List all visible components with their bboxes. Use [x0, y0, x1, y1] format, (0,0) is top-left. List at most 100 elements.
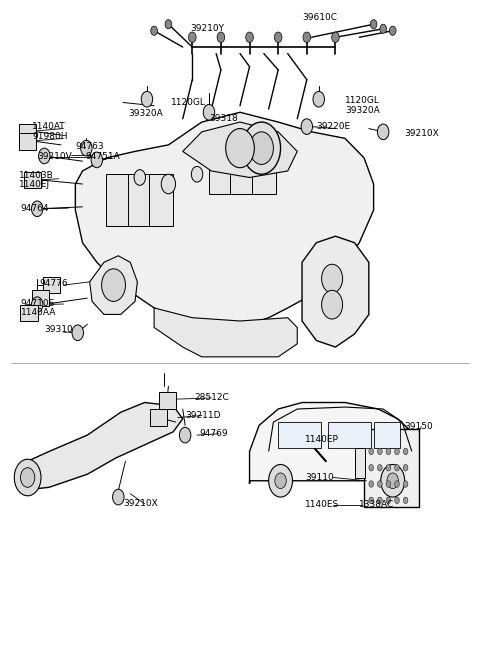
Circle shape — [91, 152, 103, 168]
Circle shape — [386, 464, 391, 471]
Circle shape — [381, 464, 405, 497]
Circle shape — [301, 119, 312, 134]
Circle shape — [377, 497, 382, 504]
Text: 39150: 39150 — [405, 422, 433, 431]
Text: 39220E: 39220E — [316, 122, 350, 131]
Polygon shape — [183, 122, 297, 178]
Circle shape — [313, 92, 324, 107]
Bar — [209, 141, 233, 194]
Polygon shape — [154, 308, 297, 357]
Bar — [252, 141, 276, 194]
Text: 1140AA: 1140AA — [21, 308, 56, 317]
Text: 1140EJ: 1140EJ — [19, 179, 50, 189]
Bar — [21, 305, 37, 322]
Circle shape — [386, 481, 391, 487]
Circle shape — [161, 174, 176, 194]
Circle shape — [369, 497, 373, 504]
Text: 94710S: 94710S — [21, 299, 55, 308]
Circle shape — [322, 290, 343, 319]
Circle shape — [14, 459, 41, 496]
Text: 91980H: 91980H — [33, 132, 68, 141]
Circle shape — [226, 128, 254, 168]
Bar — [150, 409, 168, 426]
Circle shape — [303, 32, 311, 43]
Circle shape — [403, 448, 408, 455]
Polygon shape — [75, 112, 373, 328]
Circle shape — [386, 497, 391, 504]
Circle shape — [203, 104, 215, 120]
Polygon shape — [21, 403, 183, 491]
Circle shape — [369, 464, 373, 471]
Circle shape — [395, 464, 399, 471]
Text: 1120GL: 1120GL — [171, 98, 205, 107]
Circle shape — [369, 448, 373, 455]
Text: 94776: 94776 — [39, 278, 68, 288]
Bar — [373, 422, 400, 448]
Bar — [278, 422, 321, 448]
Text: 39210V: 39210V — [37, 152, 72, 161]
Circle shape — [387, 473, 398, 489]
Circle shape — [38, 148, 50, 164]
Circle shape — [246, 32, 253, 43]
Circle shape — [389, 26, 396, 35]
Circle shape — [32, 201, 43, 217]
Text: 11403B: 11403B — [19, 171, 54, 180]
Circle shape — [322, 264, 343, 293]
Text: 39310: 39310 — [44, 325, 73, 334]
Circle shape — [192, 166, 203, 182]
Text: 1120GL: 1120GL — [345, 96, 380, 105]
Circle shape — [134, 170, 145, 185]
Circle shape — [403, 481, 408, 487]
Text: 39320A: 39320A — [128, 109, 163, 118]
Text: 94763: 94763 — [75, 141, 104, 151]
Bar — [128, 174, 152, 227]
Circle shape — [141, 92, 153, 107]
Circle shape — [377, 124, 389, 140]
Circle shape — [386, 448, 391, 455]
Bar — [364, 428, 419, 507]
Polygon shape — [302, 236, 369, 347]
Circle shape — [189, 32, 196, 43]
Text: 1338AC: 1338AC — [360, 500, 395, 510]
Text: 94764: 94764 — [21, 204, 49, 214]
Circle shape — [81, 140, 92, 156]
Bar — [230, 141, 254, 194]
Circle shape — [275, 473, 286, 489]
Circle shape — [102, 269, 125, 301]
Circle shape — [403, 497, 408, 504]
Circle shape — [217, 32, 225, 43]
Text: 94751A: 94751A — [85, 152, 120, 161]
Circle shape — [275, 32, 282, 43]
Circle shape — [403, 464, 408, 471]
Text: 1140AT: 1140AT — [33, 122, 66, 131]
Text: 1140EP: 1140EP — [305, 435, 339, 444]
Text: 1140ES: 1140ES — [305, 500, 339, 510]
Text: 39211D: 39211D — [185, 411, 221, 420]
Circle shape — [395, 497, 399, 504]
Bar — [355, 448, 365, 477]
Circle shape — [332, 32, 339, 43]
Bar — [19, 134, 36, 150]
Text: 39210X: 39210X — [405, 128, 439, 138]
Circle shape — [180, 427, 191, 443]
Bar — [32, 290, 49, 307]
Bar — [43, 277, 60, 293]
Text: 39210Y: 39210Y — [190, 24, 224, 33]
Text: 39110: 39110 — [305, 473, 334, 482]
Circle shape — [151, 26, 157, 35]
Circle shape — [377, 464, 382, 471]
Polygon shape — [90, 255, 137, 314]
Circle shape — [377, 448, 382, 455]
Text: 28512C: 28512C — [195, 394, 229, 402]
Circle shape — [377, 481, 382, 487]
Circle shape — [165, 20, 172, 29]
Bar — [24, 172, 41, 189]
Circle shape — [369, 481, 373, 487]
Bar — [159, 392, 176, 409]
Circle shape — [21, 468, 35, 487]
Circle shape — [370, 20, 377, 29]
Circle shape — [250, 132, 274, 164]
Bar — [19, 124, 36, 140]
Circle shape — [269, 464, 292, 497]
Circle shape — [113, 489, 124, 505]
